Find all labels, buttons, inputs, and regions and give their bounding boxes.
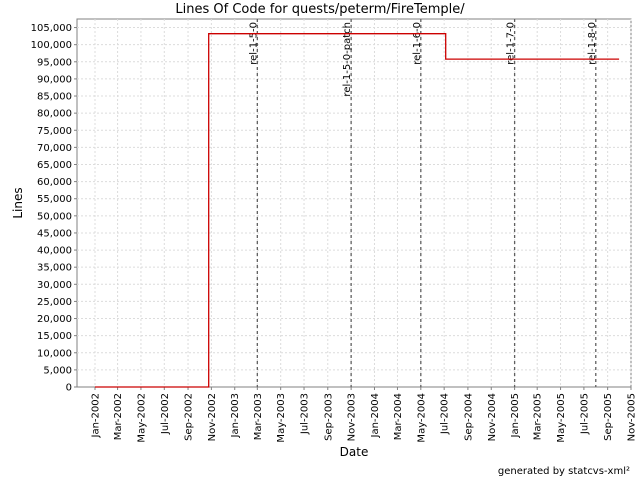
plot-area xyxy=(76,18,632,388)
x-tick-label: May-2002 xyxy=(136,393,147,443)
x-tick-label: Nov-2004 xyxy=(487,393,498,441)
chart-title: Lines Of Code for quests/peterm/FireTemp… xyxy=(175,2,465,17)
y-tick-label: 100,000 xyxy=(31,40,72,51)
x-tick-label: Mar-2004 xyxy=(393,393,404,440)
x-tick-label: Mar-2003 xyxy=(253,393,264,440)
y-axis: 0 5,000 10,000 15,000 20,000 25,000 30,000 35,0… xyxy=(31,23,77,394)
loc-series-line xyxy=(95,33,620,388)
tag-label: rel-1-5-0-patch xyxy=(342,22,353,97)
y-tick-label: 65,000 xyxy=(37,160,72,171)
footer-note: generated by statcvs-xml² xyxy=(498,466,630,477)
x-tick-label: Jan-2004 xyxy=(370,393,381,438)
y-tick-label: 45,000 xyxy=(37,228,72,239)
y-tick-label: 70,000 xyxy=(37,143,72,154)
x-tick-label: Sep-2003 xyxy=(323,393,334,441)
y-tick-label: 30,000 xyxy=(37,280,72,291)
series-layer xyxy=(95,33,620,388)
y-axis-label: Lines xyxy=(11,187,25,218)
y-tick-label: 90,000 xyxy=(37,74,72,85)
x-tick-label: Nov-2003 xyxy=(347,393,358,441)
y-tick-label: 80,000 xyxy=(37,109,72,120)
y-tick-label: 75,000 xyxy=(37,126,72,137)
y-tick-label: 25,000 xyxy=(37,297,72,308)
x-tick-label: Jul-2004 xyxy=(440,393,451,435)
y-tick-label: 10,000 xyxy=(37,348,72,359)
y-tick-label: 15,000 xyxy=(37,331,72,342)
x-tick-label: May-2004 xyxy=(416,393,427,443)
x-tick-label: Jan-2002 xyxy=(90,393,101,438)
y-tick-label: 40,000 xyxy=(37,246,72,257)
y-tick-label: 50,000 xyxy=(37,211,72,222)
y-tick-label: 0 xyxy=(66,383,72,394)
x-tick-label: Jul-2003 xyxy=(300,393,311,435)
x-tick-label: Sep-2002 xyxy=(184,393,195,441)
y-tick-label: 5,000 xyxy=(43,365,72,376)
tag-label: rel-1-5-0 xyxy=(248,22,259,65)
y-tick-label: 95,000 xyxy=(37,57,72,68)
y-tick-label: 85,000 xyxy=(37,92,72,103)
y-tick-label: 35,000 xyxy=(37,263,72,274)
x-tick-label: Nov-2002 xyxy=(207,393,218,441)
x-tick-label: Jul-2005 xyxy=(579,393,590,435)
x-tick-label: Nov-2005 xyxy=(627,393,638,441)
tag-label: rel-1-7-0 xyxy=(506,22,517,65)
x-tick-label: May-2003 xyxy=(276,393,287,443)
x-tick-label: May-2005 xyxy=(556,393,567,443)
x-tick-label: Mar-2005 xyxy=(533,393,544,440)
tag-label: rel-1-8-0 xyxy=(587,22,598,65)
y-tick-label: 20,000 xyxy=(37,314,72,325)
x-tick-label: Jul-2002 xyxy=(160,393,171,435)
grid-lines xyxy=(77,19,632,387)
x-tick-label: Jan-2005 xyxy=(510,393,521,438)
x-axis: Jan-2002 Mar-2002 May-2002 Jul-2002 Sep-2002… xyxy=(90,387,638,443)
x-axis-label: Date xyxy=(340,445,369,459)
y-tick-label: 55,000 xyxy=(37,194,72,205)
x-tick-label: Sep-2005 xyxy=(603,393,614,441)
x-tick-label: Jan-2003 xyxy=(230,393,241,438)
y-tick-label: 105,000 xyxy=(31,23,72,34)
tag-markers: rel-1-5-0 rel-1-5-0-patch rel-1-6-0 rel-1-7… xyxy=(248,19,598,387)
x-tick-label: Mar-2002 xyxy=(113,393,124,440)
x-tick-label: Sep-2004 xyxy=(463,393,474,441)
y-tick-label: 60,000 xyxy=(37,177,72,188)
tag-label: rel-1-6-0 xyxy=(412,22,423,65)
